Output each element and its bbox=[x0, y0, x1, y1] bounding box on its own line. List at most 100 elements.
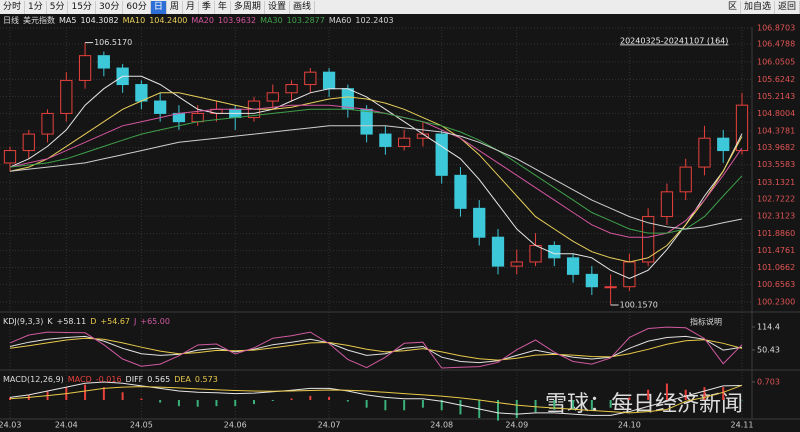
panel-title: MACD(12,26,9) bbox=[3, 375, 64, 384]
series-line bbox=[9, 104, 743, 238]
candle-body bbox=[379, 133, 392, 147]
candle-body bbox=[78, 55, 92, 81]
legend-value: 0.573 bbox=[194, 375, 218, 384]
period-button[interactable]: 日 bbox=[150, 0, 167, 14]
legend-value: +58.11 bbox=[56, 317, 87, 326]
y-tick-label: 106.0505 bbox=[757, 57, 795, 66]
main-legend: 日线 美元指数 MA5 104.3082 MA10 104.2400 MA20 103.963… bbox=[3, 15, 398, 26]
candle-body bbox=[398, 137, 411, 147]
y-tick-label: 0.703 bbox=[757, 377, 780, 386]
candle-body bbox=[304, 71, 317, 86]
candle-body bbox=[604, 286, 617, 289]
period-button[interactable]: 30分 bbox=[96, 0, 124, 14]
period-button[interactable]: 60分 bbox=[123, 0, 151, 14]
legend-value: 0.565 bbox=[147, 375, 171, 384]
period-button[interactable]: 月 bbox=[183, 0, 199, 14]
candle-body bbox=[717, 137, 730, 152]
x-tick-label: 24.10 bbox=[618, 421, 641, 430]
y-tick-label: 104.3781 bbox=[757, 126, 795, 135]
series-line bbox=[9, 108, 743, 234]
y-tick-label: 101.4761 bbox=[757, 246, 795, 255]
candle-body bbox=[191, 112, 204, 123]
candle-body bbox=[642, 216, 655, 263]
period-button[interactable]: 年 bbox=[215, 0, 231, 14]
x-tick-label: 24.09 bbox=[505, 421, 528, 430]
action-button[interactable]: 返回 bbox=[775, 0, 800, 14]
candle-body bbox=[735, 104, 749, 152]
candle-body bbox=[322, 71, 336, 90]
series-line bbox=[9, 381, 743, 416]
legend-name: MA10 bbox=[122, 16, 146, 25]
panel-title: 美元指数 bbox=[23, 16, 55, 25]
actions: 区加自选 返回 bbox=[725, 0, 800, 14]
candle-body bbox=[435, 133, 448, 176]
candle-body bbox=[97, 55, 110, 69]
watermark: 雪球：每日经济新闻 bbox=[545, 392, 743, 417]
candle-body bbox=[566, 257, 580, 275]
period-button[interactable]: 15分 bbox=[68, 0, 96, 14]
period-label: 日线 bbox=[3, 16, 19, 25]
legend-value: +65.00 bbox=[140, 317, 170, 326]
legend-name: DEA bbox=[174, 375, 191, 384]
action-button[interactable]: 区 bbox=[725, 0, 741, 14]
series-line bbox=[9, 326, 743, 369]
legend-value: 104.3082 bbox=[80, 16, 119, 25]
legend-value: -0.016 bbox=[95, 375, 122, 384]
series-line bbox=[9, 384, 743, 414]
period-button[interactable]: 5分 bbox=[47, 0, 69, 14]
legend-value: 102.2403 bbox=[355, 16, 394, 25]
x-tick-label: 24.08 bbox=[430, 421, 453, 430]
y-tick-label: 103.1321 bbox=[757, 178, 795, 187]
candle-body bbox=[623, 261, 636, 288]
legend-value: 104.2400 bbox=[149, 16, 188, 25]
candle-body bbox=[285, 84, 298, 94]
y-tick-label: 102.3123 bbox=[757, 212, 795, 221]
y-tick-label: 50.43 bbox=[757, 345, 780, 354]
y-tick-label: 103.9682 bbox=[757, 143, 795, 152]
period-button[interactable]: 画线 bbox=[290, 0, 315, 14]
legend-value: 103.2877 bbox=[286, 16, 325, 25]
period-button[interactable]: 分时 bbox=[0, 0, 26, 14]
series-line bbox=[9, 335, 743, 364]
period-button[interactable]: 设置 bbox=[265, 0, 290, 14]
y-tick-label: 102.7222 bbox=[757, 195, 795, 204]
series-line bbox=[9, 75, 743, 280]
action-button[interactable]: 加自选 bbox=[741, 0, 775, 14]
series-line bbox=[9, 125, 743, 230]
y-tick-label: 106.4788 bbox=[757, 40, 795, 49]
series-line bbox=[9, 92, 743, 263]
period-button[interactable]: 周 bbox=[167, 0, 183, 14]
legend-name: J bbox=[134, 317, 137, 326]
y-tick-label: 114.4 bbox=[757, 322, 780, 331]
candle-body bbox=[529, 244, 542, 263]
series-line bbox=[9, 337, 743, 361]
period-button[interactable]: 1分 bbox=[25, 0, 47, 14]
y-tick-label: 105.2143 bbox=[757, 92, 795, 101]
y-tick-label: 100.2300 bbox=[757, 298, 795, 307]
annotation-label: 106.5170 bbox=[94, 38, 132, 47]
legend-name: MA60 bbox=[328, 16, 352, 25]
candle-body bbox=[679, 166, 692, 193]
candle-body bbox=[473, 207, 486, 238]
annotation-label: 100.1570 bbox=[620, 301, 658, 310]
indicator-help[interactable]: 指标说明 bbox=[690, 317, 722, 327]
candle-body bbox=[660, 191, 674, 218]
y-tick-label: 101.0662 bbox=[757, 263, 795, 272]
y-tick-label: 104.8004 bbox=[757, 109, 795, 118]
legend-name: MA5 bbox=[59, 16, 77, 25]
candle-body bbox=[3, 150, 17, 164]
x-tick-label: 24.06 bbox=[224, 421, 247, 430]
y-tick-label: 106.8703 bbox=[757, 24, 795, 33]
y-tick-label: 100.6563 bbox=[757, 280, 795, 289]
y-tick-label: 101.8860 bbox=[757, 229, 795, 238]
candle-body bbox=[154, 100, 167, 114]
period-button[interactable]: 多周期 bbox=[231, 0, 265, 14]
range-label: 20240325-20241107 (164) bbox=[620, 37, 728, 46]
y-tick-label: 105.6242 bbox=[757, 75, 795, 84]
period-button[interactable]: 季 bbox=[199, 0, 215, 14]
x-tick-label: 24.11 bbox=[731, 421, 754, 430]
candle-body bbox=[22, 133, 35, 152]
legend-name: DIFF bbox=[125, 375, 144, 384]
